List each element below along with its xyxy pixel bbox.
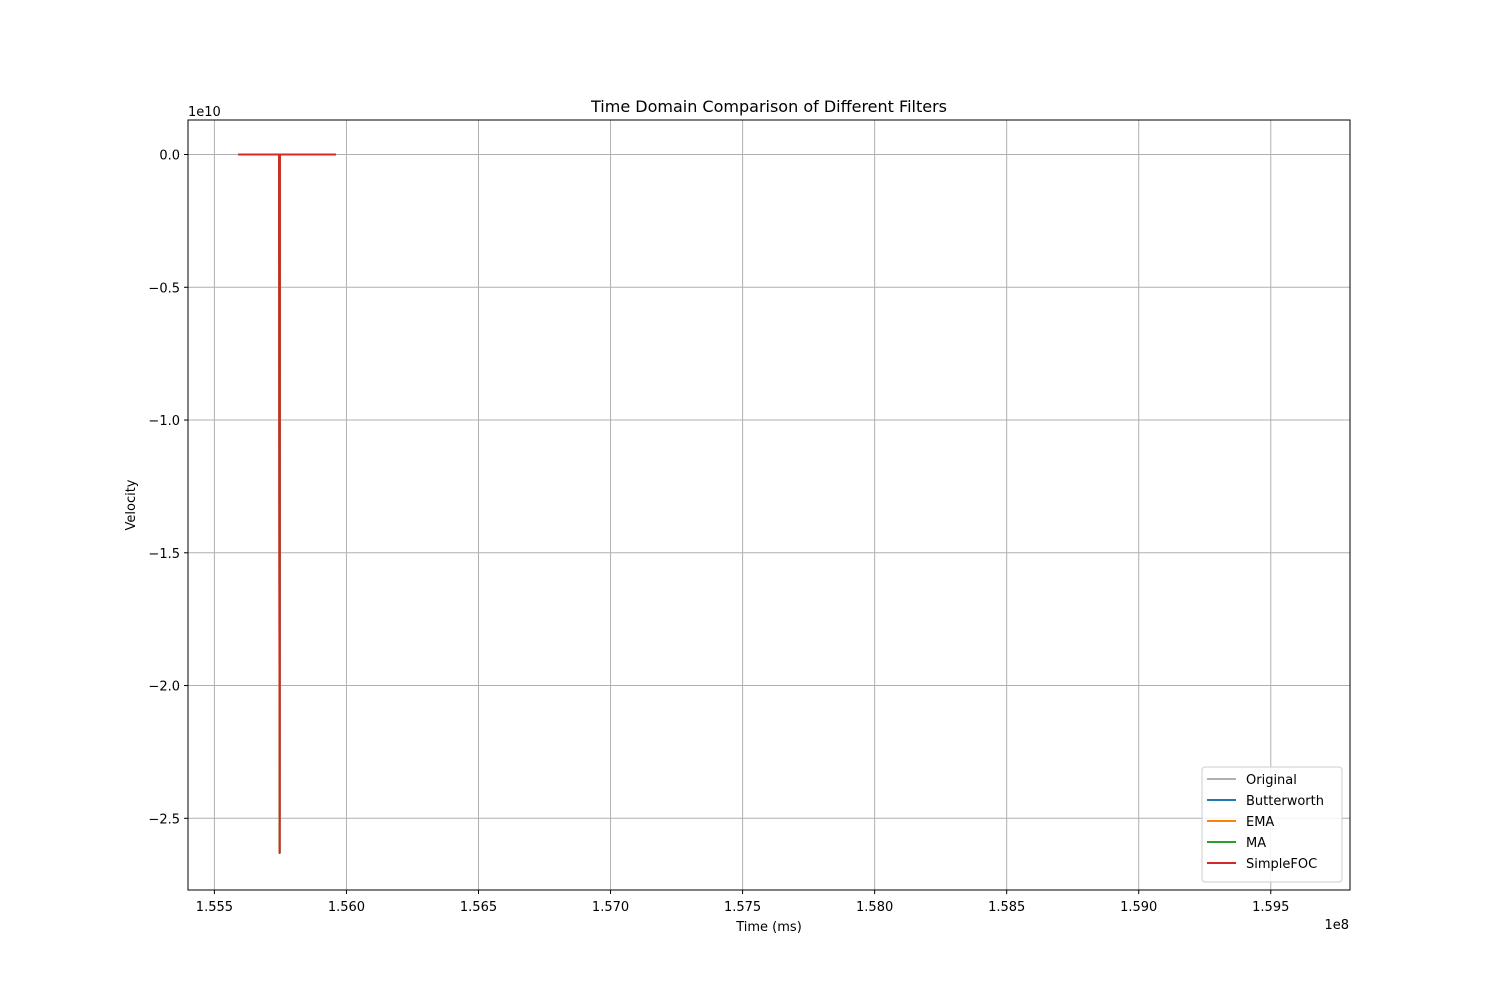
legend-label-ma: MA [1246,836,1266,851]
x-offset-text: 1e8 [1324,918,1349,933]
x-tick-label: 1.555 [196,900,233,915]
x-tick-label: 1.560 [328,900,365,915]
x-tick-label: 1.595 [1252,900,1289,915]
legend-box [1201,766,1343,883]
chart-title: Time Domain Comparison of Different Filt… [590,97,947,116]
axis-ticks: 1.555 1.560 1.565 1.570 1.575 1.580 1.585 1.590… [148,149,1289,915]
series-lines [238,153,336,854]
series-line-simplefoc [238,153,336,854]
x-tick-label: 1.565 [460,900,497,915]
legend-label-original: Original [1246,773,1297,788]
x-axis-label: Time (ms) [735,920,802,935]
plot-frame [187,119,1351,891]
legend-label-ema: EMA [1246,815,1274,830]
legend-label-simplefoc: SimpleFOC [1246,857,1317,872]
legend-label-butterworth: Butterworth [1246,794,1324,809]
y-tick-label: −1.0 [148,414,180,429]
y-tick-label: −2.0 [148,680,180,695]
y-tick-label: −0.5 [148,281,180,296]
y-tick-label: 0.0 [159,149,180,164]
y-tick-label: −1.5 [148,547,180,562]
y-tick-label: −2.5 [148,812,180,827]
x-tick-label: 1.590 [1120,900,1157,915]
grid [188,120,1350,890]
x-tick-label: 1.570 [592,900,629,915]
y-offset-text: 1e10 [188,105,221,120]
legend: Original Butterworth EMA MA SimpleFOC [1201,766,1343,883]
x-tick-label: 1.580 [856,900,893,915]
x-tick-label: 1.585 [988,900,1025,915]
x-tick-label: 1.575 [724,900,761,915]
y-axis-label: Velocity [124,479,139,530]
